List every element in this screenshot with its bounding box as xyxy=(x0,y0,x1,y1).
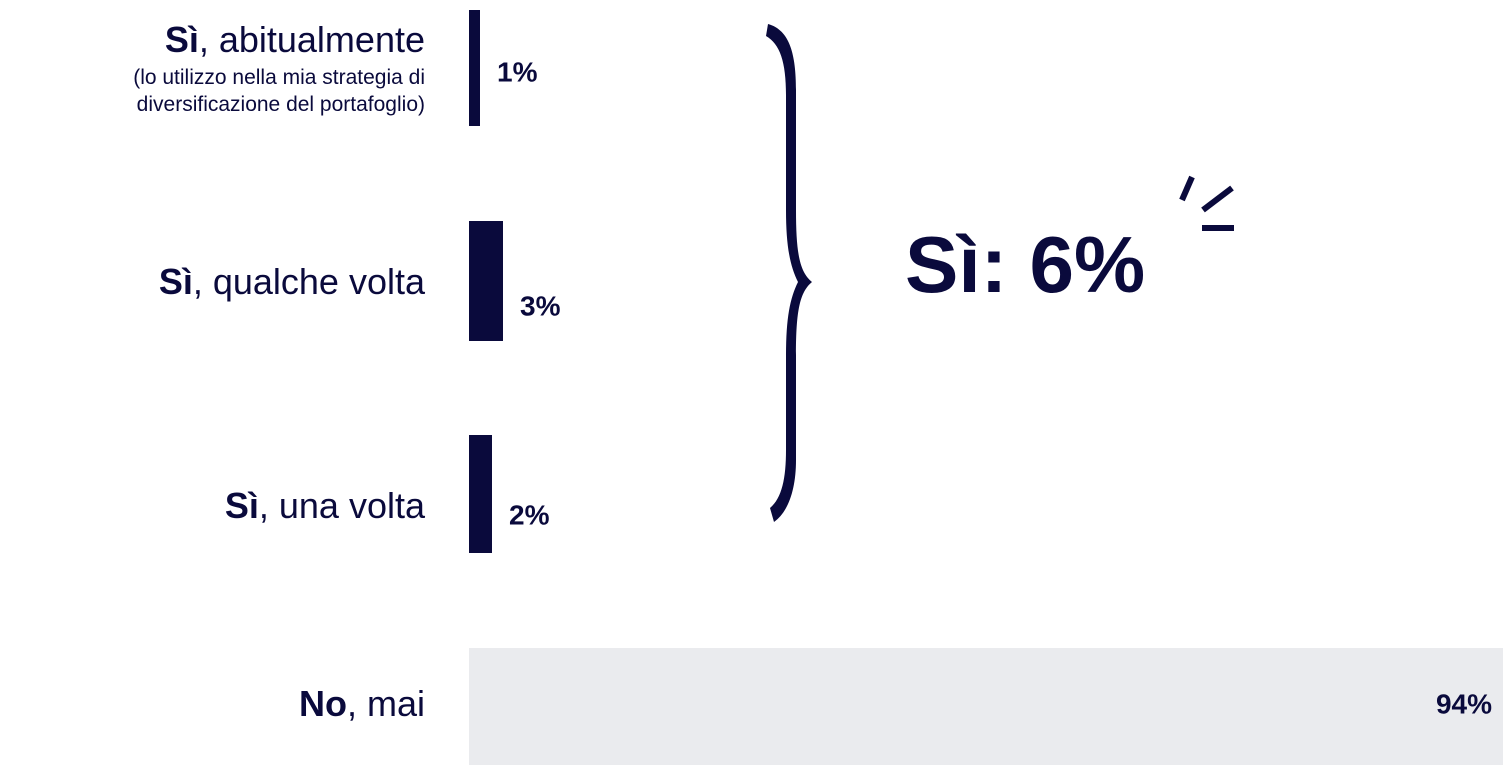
category-label-si-abitualmente: Sì, abitualmente (lo utilizzo nella mia … xyxy=(133,20,425,118)
value-label-group: 1% 3% 2% 94% xyxy=(497,56,1492,719)
bar-value-label-3: 2% xyxy=(509,499,550,530)
category-strong: No xyxy=(298,683,347,724)
category-rest: , mai xyxy=(346,683,425,724)
category-title: Sì, abitualmente xyxy=(133,20,425,60)
bar-value-label-1: 1% xyxy=(497,56,538,87)
summary-total-yes: Sì: 6% xyxy=(905,220,1146,309)
category-title: Sì, qualche volta xyxy=(159,262,425,302)
category-label-si-qualche-volta: Sì, qualche volta xyxy=(159,262,425,302)
category-rest: , qualche volta xyxy=(192,261,425,302)
category-label-si-una-volta: Sì, una volta xyxy=(225,486,425,526)
category-title: No, mai xyxy=(299,684,425,724)
category-label-no-mai: No, mai xyxy=(299,684,425,724)
bar-value-label-2: 3% xyxy=(520,290,561,321)
bar-1 xyxy=(469,10,480,126)
category-strong: Sì xyxy=(164,19,199,60)
category-rest: , abitualmente xyxy=(198,19,425,60)
category-subtitle: (lo utilizzo nella mia strategia di dive… xyxy=(133,64,425,118)
bar-3 xyxy=(469,435,492,553)
bar-group xyxy=(469,10,1503,765)
category-subtitle-line-1: (lo utilizzo nella mia strategia di xyxy=(133,66,425,89)
category-rest: , una volta xyxy=(258,485,425,526)
category-strong: Sì xyxy=(158,261,193,302)
category-strong: Sì xyxy=(224,485,259,526)
bar-2 xyxy=(469,221,503,341)
bar-4 xyxy=(469,648,1503,765)
category-title: Sì, una volta xyxy=(225,486,425,526)
sparkle-accent-icon xyxy=(1179,175,1234,231)
curly-brace-icon xyxy=(766,24,812,522)
category-subtitle-line-2: diversificazione del portafoglio) xyxy=(136,93,425,116)
bar-value-label-4: 94% xyxy=(1436,688,1492,719)
